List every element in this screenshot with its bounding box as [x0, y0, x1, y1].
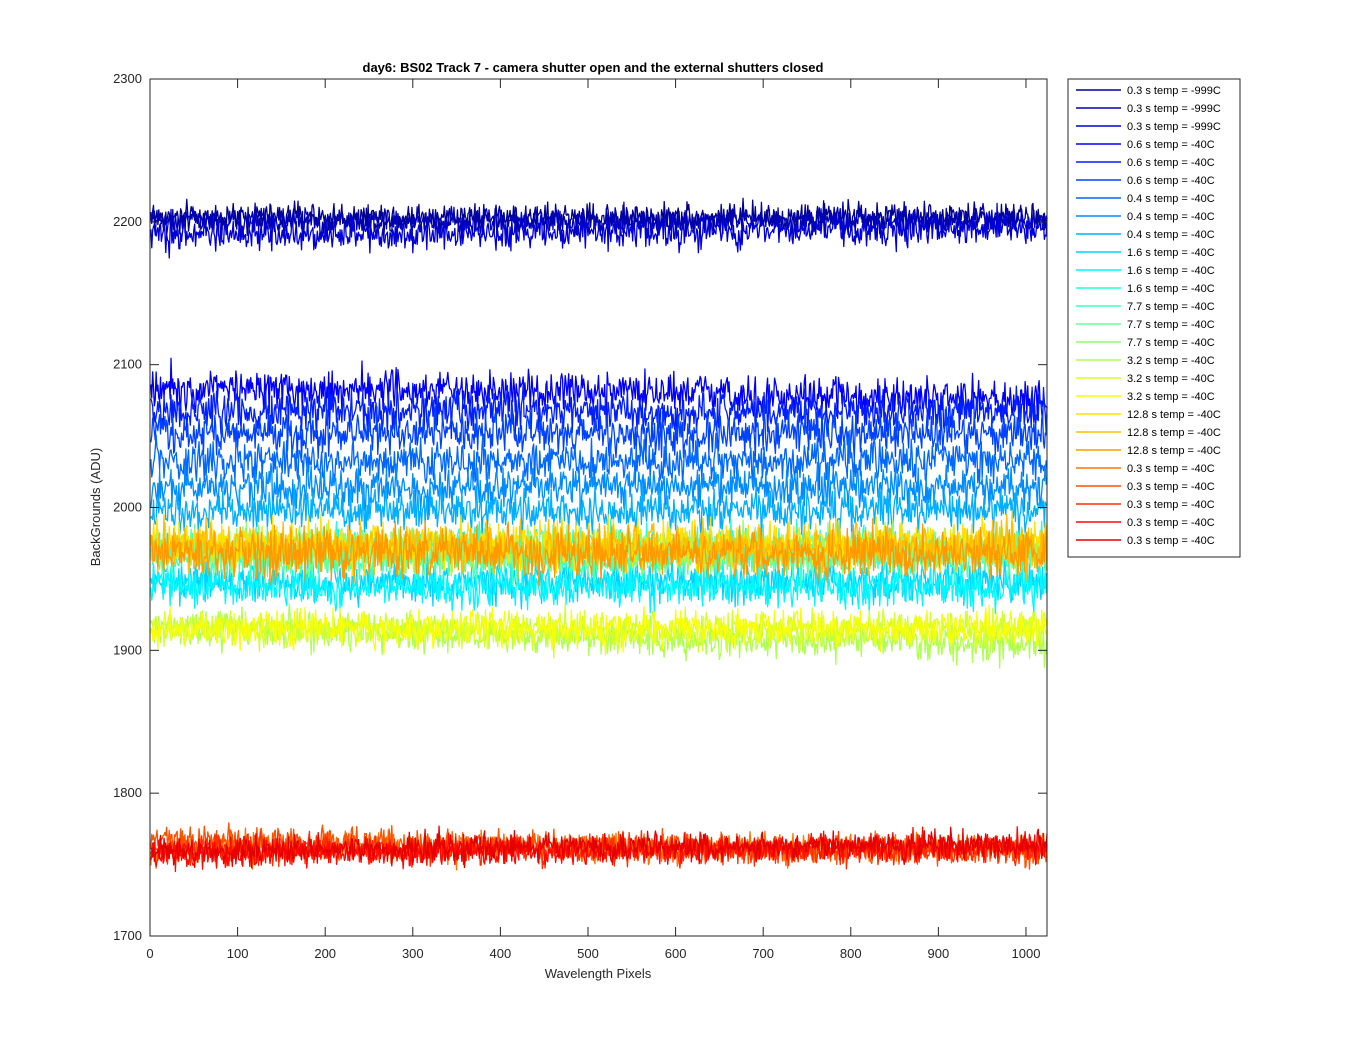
legend-entry: 0.3 s temp = -40C [1127, 517, 1215, 529]
plot-lines [150, 197, 1048, 873]
x-tick-label: 0 [146, 946, 153, 961]
legend-entry: 3.2 s temp = -40C [1127, 373, 1215, 385]
x-tick-label: 400 [490, 946, 512, 961]
x-axis: 0 100 200 300 400 500 600 700 800 900 1000 [146, 79, 1040, 961]
series-line [150, 604, 1048, 656]
x-tick-label: 600 [665, 946, 687, 961]
legend-entry: 1.6 s temp = -40C [1127, 247, 1215, 259]
series-line [150, 825, 1048, 869]
chart-title: day6: BS02 Track 7 - camera shutter open… [363, 60, 824, 75]
x-axis-label: Wavelength Pixels [545, 966, 652, 981]
series-line [150, 357, 1048, 425]
series-line [150, 461, 1048, 516]
legend-entry: 0.6 s temp = -40C [1127, 157, 1215, 169]
y-axis: 1700 1800 1900 2000 2100 2200 2300 [113, 71, 1047, 943]
legend-entry: 3.2 s temp = -40C [1127, 391, 1215, 403]
series-line [150, 557, 1048, 615]
series-line [150, 518, 1048, 587]
x-tick-label: 300 [402, 946, 424, 961]
x-tick-label: 900 [928, 946, 950, 961]
x-tick-label: 100 [227, 946, 249, 961]
legend-entry: 0.6 s temp = -40C [1127, 139, 1215, 151]
x-tick-label: 200 [314, 946, 336, 961]
legend-entry: 0.3 s temp = -40C [1127, 463, 1215, 475]
legend-entry: 0.3 s temp = -40C [1127, 499, 1215, 511]
legend-entry: 0.4 s temp = -40C [1127, 229, 1215, 241]
y-tick-label: 2000 [113, 500, 142, 515]
y-tick-label: 2100 [113, 357, 142, 372]
legend-entry: 1.6 s temp = -40C [1127, 283, 1215, 295]
y-axis-label: BackGrounds (ADU) [88, 448, 103, 566]
legend: 0.3 s temp = -999C 0.3 s temp = -999C 0.3 … [1067, 78, 1241, 558]
legend-entry: 3.2 s temp = -40C [1127, 355, 1215, 367]
legend-entry: 12.8 s temp = -40C [1127, 409, 1221, 421]
x-tick-label: 500 [577, 946, 599, 961]
y-tick-label: 2200 [113, 214, 142, 229]
x-tick-label: 1000 [1012, 946, 1041, 961]
legend-entry: 12.8 s temp = -40C [1127, 445, 1221, 457]
series-line [150, 405, 1048, 463]
legend-entry: 0.4 s temp = -40C [1127, 193, 1215, 205]
y-tick-label: 2300 [113, 71, 142, 86]
series-line [150, 202, 1048, 259]
series-line [150, 429, 1048, 491]
legend-entry: 0.3 s temp = -999C [1127, 85, 1221, 97]
x-tick-label: 700 [752, 946, 774, 961]
series-line [150, 483, 1048, 540]
legend-box [1067, 78, 1241, 558]
series-line [150, 382, 1048, 441]
legend-entry: 7.7 s temp = -40C [1127, 319, 1215, 331]
legend-entry: 0.3 s temp = -40C [1127, 481, 1215, 493]
legend-entry: 0.4 s temp = -40C [1127, 211, 1215, 223]
x-tick-label: 800 [840, 946, 862, 961]
y-tick-label: 1700 [113, 928, 142, 943]
y-tick-label: 1900 [113, 642, 142, 657]
legend-entry: 0.3 s temp = -999C [1127, 103, 1221, 115]
legend-entry: 1.6 s temp = -40C [1127, 265, 1215, 277]
legend-entry: 0.3 s temp = -40C [1127, 535, 1215, 547]
legend-entry: 0.6 s temp = -40C [1127, 175, 1215, 187]
legend-entry: 12.8 s temp = -40C [1127, 427, 1221, 439]
legend-entry: 0.3 s temp = -999C [1127, 121, 1221, 133]
y-tick-label: 1800 [113, 785, 142, 800]
legend-entry: 7.7 s temp = -40C [1127, 337, 1215, 349]
legend-entry: 7.7 s temp = -40C [1127, 301, 1215, 313]
